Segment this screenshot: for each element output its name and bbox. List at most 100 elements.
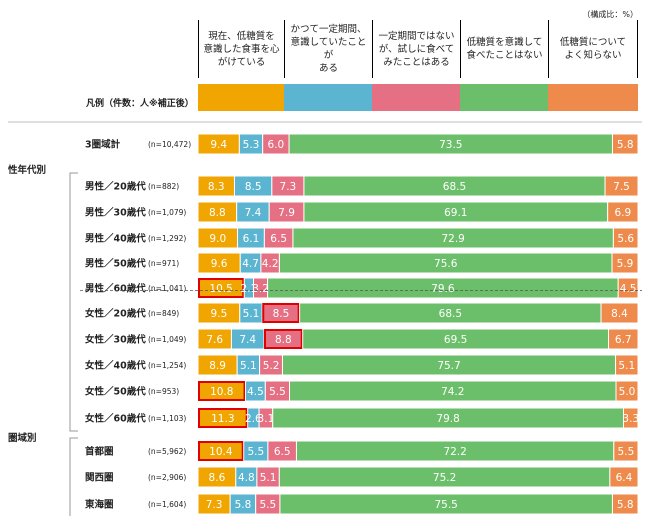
data-label: 5.1	[243, 308, 260, 320]
data-label: 6.5	[270, 233, 287, 245]
data-label: 5.9	[617, 258, 634, 270]
row-label: 女性／50歳代	[85, 386, 146, 398]
data-label: 6.9	[614, 207, 631, 219]
highlight-box	[262, 303, 300, 323]
row-label: 首都圏	[85, 446, 114, 458]
data-label: 7.4	[245, 207, 262, 219]
data-label: 9.6	[211, 258, 228, 270]
highlight-box	[198, 381, 246, 401]
row-label: 男性／60歳代	[85, 283, 146, 295]
data-label: 4.7	[242, 258, 259, 270]
data-label: 68.5	[443, 181, 466, 193]
bar-segment	[613, 440, 639, 462]
row-label: 女性／40歳代	[85, 360, 146, 372]
data-label: 6.5	[274, 446, 291, 458]
data-label: 3.3	[622, 413, 639, 425]
legend-swatch-3	[372, 84, 460, 111]
data-label: 5.1	[260, 472, 277, 484]
legend-header-line: 現在、低糖質を	[208, 30, 275, 42]
bar-segment	[617, 277, 639, 299]
row-label: 男性／50歳代	[85, 258, 146, 270]
bar-segment	[609, 466, 639, 488]
row-label: 3圏域計	[85, 139, 121, 151]
bar-segment	[611, 252, 639, 274]
row-label: 東海圏	[84, 499, 114, 511]
row-n-label: (n=1,049)	[148, 335, 186, 344]
bar-segment	[600, 302, 639, 324]
row-label: 女性／60歳代	[85, 413, 146, 425]
data-label: 68.5	[439, 308, 462, 320]
data-label: 7.3	[280, 181, 297, 193]
data-label: 5.1	[240, 360, 257, 372]
group-bracket	[69, 437, 78, 516]
data-label: 79.8	[436, 413, 459, 425]
row-n-label: (n=882)	[148, 182, 179, 191]
legend-swatch-4	[460, 84, 548, 111]
data-label: 9.4	[210, 139, 227, 151]
bar-segment	[611, 493, 639, 515]
data-label: 4.8	[238, 472, 255, 484]
row-n-label: (n=953)	[148, 387, 179, 396]
legend-label: 凡例（件数：人※補正後）	[86, 99, 194, 109]
bar-segment	[608, 328, 639, 350]
data-label: 75.2	[433, 472, 456, 484]
data-label: 5.3	[243, 139, 260, 151]
row-n-label: (n=5,962)	[148, 447, 186, 456]
bar-segment	[622, 407, 639, 429]
data-label: 5.8	[617, 499, 634, 511]
legend-swatch-2	[284, 84, 372, 111]
legend-swatch-5	[548, 84, 638, 111]
row-label: 関西圏	[85, 473, 114, 484]
bar-segment	[612, 227, 639, 249]
data-label: 5.0	[619, 386, 636, 398]
legend-header-line: 意識した食事を心	[203, 43, 280, 55]
data-label: 5.1	[618, 360, 635, 372]
row-n-label: (n=1,604)	[148, 500, 186, 509]
data-label: 9.0	[209, 233, 226, 245]
data-label: 8.4	[611, 308, 628, 320]
data-label: 8.5	[273, 308, 290, 320]
data-label: 10.4	[209, 446, 233, 458]
data-label: 75.7	[437, 360, 460, 372]
group-bracket	[69, 172, 78, 432]
row-n-label: (n=10,472)	[148, 140, 191, 149]
data-label: 5.5	[618, 446, 635, 458]
data-label: 8.3	[208, 181, 225, 193]
data-label: 7.4	[239, 334, 256, 346]
data-label: 6.1	[243, 233, 260, 245]
legend-header-3: 一定期間ではない が、試しに食べて みたことはある	[372, 20, 460, 78]
row-label: 男性／30歳代	[85, 207, 146, 219]
data-label: 6.0	[268, 139, 285, 151]
bar-segment	[607, 201, 639, 223]
legend-header-line: 低糖質を意識して	[466, 37, 543, 48]
data-label: 9.5	[211, 308, 228, 320]
data-label: 5.5	[247, 446, 264, 458]
data-label: 7.5	[613, 181, 630, 193]
row-label: 男性／20歳代	[85, 181, 146, 193]
row-n-label: (n=1,254)	[148, 361, 186, 370]
data-label: 10.8	[210, 386, 233, 398]
legend-header-line: 食べたことはない	[466, 50, 543, 61]
row-label: 女性／20歳代	[85, 308, 146, 320]
row-n-label: (n=1,041)	[148, 284, 186, 293]
data-label: 5.5	[269, 386, 286, 398]
legend-header-line: 一定期間ではない	[378, 30, 455, 42]
bar-segment	[615, 380, 639, 402]
data-label: 8.8	[275, 334, 292, 346]
group-label: 圏域別	[8, 432, 37, 444]
data-label: 69.1	[444, 207, 467, 219]
data-label: 8.6	[209, 472, 226, 484]
legend-header-1: 現在、低糖質を 意識した食事を心 がけている	[198, 20, 284, 78]
legend-header-line: 意識していたことが	[290, 37, 367, 61]
legend-header-line: よく知らない	[564, 50, 622, 61]
data-label: 8.9	[209, 360, 226, 372]
legend-header-line: かつて一定期間、	[290, 24, 367, 35]
row-n-label: (n=971)	[148, 259, 179, 268]
data-label: 4.5	[247, 386, 264, 398]
legend-swatch-1	[198, 84, 284, 111]
data-label: 75.6	[434, 258, 458, 270]
row-n-label: (n=849)	[148, 309, 179, 318]
data-label: 3.2	[252, 283, 269, 295]
data-label: 7.6	[206, 334, 223, 346]
